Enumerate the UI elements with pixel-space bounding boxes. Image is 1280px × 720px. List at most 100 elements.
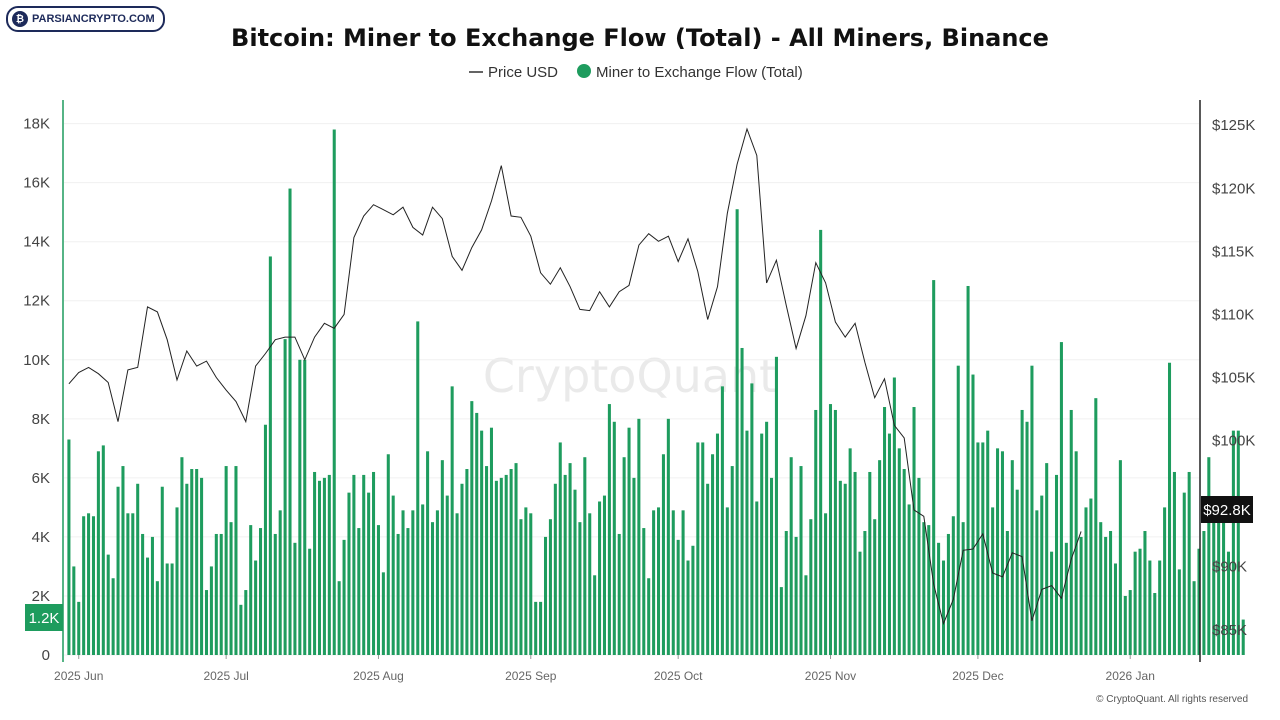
flow-bar xyxy=(435,510,439,655)
flow-bar xyxy=(376,525,380,655)
flow-bar xyxy=(902,469,906,655)
flow-bar xyxy=(750,383,754,655)
flow-bar xyxy=(1104,536,1108,655)
watermark-text: CryptoQuant xyxy=(483,349,777,403)
flow-bar xyxy=(789,457,793,655)
flow-bar xyxy=(1123,595,1127,655)
flow-bar xyxy=(440,460,444,655)
flow-bar xyxy=(406,528,410,655)
flow-bar xyxy=(701,442,705,655)
flow-bar xyxy=(588,513,592,655)
flow-bar xyxy=(101,445,105,655)
flow-bar xyxy=(372,471,376,655)
legend-price-label: Price USD xyxy=(488,64,558,81)
flow-bar xyxy=(1138,548,1142,655)
chart-title: Bitcoin: Miner to Exchange Flow (Total) … xyxy=(231,24,1049,52)
left-tick-label: 16K xyxy=(23,175,50,192)
flow-bar xyxy=(991,507,995,655)
flow-bar xyxy=(1025,421,1029,655)
flow-bar xyxy=(558,442,562,655)
flow-bar xyxy=(401,510,405,655)
flow-bar xyxy=(426,451,430,655)
flow-bar xyxy=(986,430,990,655)
flow-bar xyxy=(77,601,81,655)
flow-bar xyxy=(519,519,523,655)
flow-bar xyxy=(1030,365,1034,655)
flow-bar xyxy=(887,433,891,655)
flow-bar xyxy=(548,519,552,655)
left-tick-label: 18K xyxy=(23,116,50,133)
flow-bar xyxy=(1212,507,1216,655)
flow-bar xyxy=(809,519,813,655)
flow-bar xyxy=(1099,522,1103,655)
flow-bar xyxy=(293,542,297,655)
flow-bar xyxy=(381,572,385,655)
flow-bar xyxy=(760,433,764,655)
flow-bar xyxy=(814,409,818,655)
flow-bar xyxy=(770,477,774,655)
flow-bar xyxy=(971,374,975,655)
right-tick-label: $115K xyxy=(1212,243,1254,260)
flow-bar xyxy=(303,359,307,655)
flow-bar xyxy=(696,442,700,655)
flow-bar xyxy=(578,522,582,655)
flow-bar xyxy=(239,604,243,655)
flow-bar xyxy=(858,551,862,655)
flow-bar xyxy=(543,536,548,655)
flow-bar xyxy=(1005,531,1009,655)
flow-bar xyxy=(1069,409,1073,655)
flow-bar xyxy=(529,513,533,655)
flow-bar xyxy=(524,507,528,655)
flow-bar xyxy=(396,533,400,655)
flow-bar xyxy=(1202,531,1206,655)
x-tick-label: 2025 Dec xyxy=(952,669,1003,683)
flow-bar xyxy=(941,560,946,655)
flow-bar xyxy=(317,480,322,655)
flow-bar xyxy=(499,477,503,655)
flow-bar xyxy=(141,533,145,655)
flow-bar xyxy=(470,401,474,655)
flow-bar xyxy=(352,474,356,655)
flow-bar xyxy=(195,469,199,655)
flow-bar xyxy=(1010,460,1014,655)
flow-bar xyxy=(642,528,646,655)
legend: Price USD Miner to Exchange Flow (Total) xyxy=(469,64,803,81)
flow-bar xyxy=(1094,398,1098,655)
flow-bar xyxy=(735,209,739,655)
flow-bar xyxy=(946,533,950,655)
flow-bar xyxy=(465,469,469,655)
flow-bar xyxy=(322,477,326,655)
flow-bar xyxy=(82,516,86,655)
x-tick-label: 2025 Oct xyxy=(654,669,703,683)
flow-bar xyxy=(740,347,744,655)
flow-bar xyxy=(126,513,130,655)
flow-bar xyxy=(116,486,120,655)
left-tick-label: 2K xyxy=(32,588,50,605)
flow-bar xyxy=(711,454,715,655)
flow-bar xyxy=(691,545,695,655)
flow-bar xyxy=(1015,489,1019,655)
flow-bar xyxy=(214,533,218,655)
flow-bar xyxy=(907,504,911,655)
flow-bar xyxy=(249,525,253,655)
flow-bar xyxy=(1207,457,1211,655)
x-tick-label: 2025 Jul xyxy=(203,669,248,683)
flow-bar xyxy=(647,578,651,655)
flow-bar xyxy=(981,442,985,655)
flow-bar xyxy=(951,516,955,655)
flow-bar xyxy=(976,442,980,655)
flow-bar xyxy=(362,474,366,655)
flow-bar xyxy=(259,528,263,655)
flow-bar xyxy=(607,404,611,655)
flow-bar xyxy=(1182,492,1186,655)
flow-bar xyxy=(121,466,125,655)
flow-bar xyxy=(165,563,169,655)
flow-bar xyxy=(494,480,498,655)
flow-bar xyxy=(873,519,877,655)
flow-bar xyxy=(204,590,209,655)
flow-bar xyxy=(411,510,415,655)
flow-bar xyxy=(1118,460,1122,655)
flow-bar xyxy=(883,407,887,655)
flow-bar xyxy=(430,522,435,655)
flow-bar xyxy=(460,483,464,655)
